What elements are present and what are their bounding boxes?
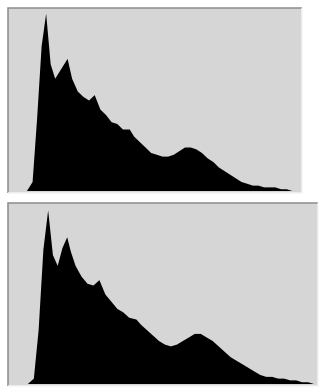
panel-border-light: [8, 8, 303, 194]
panel-border-light: [8, 203, 319, 387]
panel-border-dark: [7, 202, 318, 386]
histogram-area: [10, 13, 298, 192]
panel-border-dark: [7, 7, 302, 193]
histogram-area: [10, 210, 314, 384]
